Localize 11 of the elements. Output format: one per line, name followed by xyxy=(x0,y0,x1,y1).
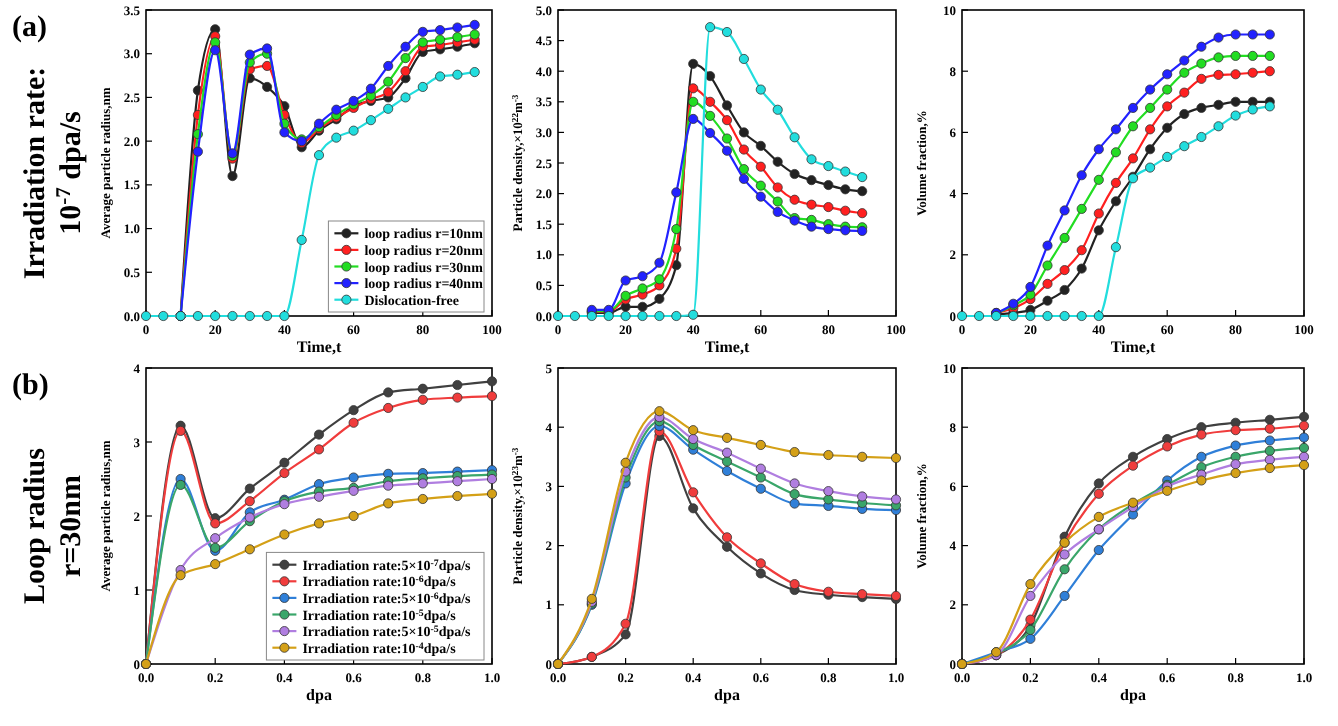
x-axis-title: Time,t xyxy=(296,338,342,356)
x-axis-title: dpa xyxy=(1120,686,1146,704)
text: r=30nm xyxy=(56,473,88,578)
x-axis-title: dpa xyxy=(306,686,332,704)
text: Irradiation rate: xyxy=(20,66,52,280)
text: (b) xyxy=(12,370,49,402)
text: Loop radius xyxy=(20,447,52,604)
x-axis-title: dpa xyxy=(714,686,740,704)
x-axis-title: Time,t xyxy=(1110,338,1156,356)
x-axis-title: Time,t xyxy=(704,338,750,356)
text: (a) xyxy=(12,12,47,44)
